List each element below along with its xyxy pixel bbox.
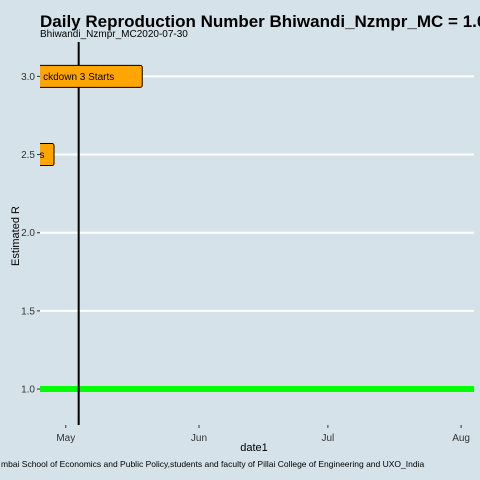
annotations: ckdown 3 Starts s xyxy=(40,64,143,167)
y-axis-ticks: 1.0 1.5 2.0 2.5 3.0 xyxy=(21,72,40,396)
x-tick-label: Aug xyxy=(452,433,470,444)
annotation-label: ckdown 3 Starts xyxy=(40,64,143,88)
annotation-box xyxy=(40,143,55,167)
chart-title: Daily Reproduction Number Bhiwandi_Nzmpr… xyxy=(40,12,480,31)
y-axis-label: Estimated R xyxy=(10,206,22,266)
annotation-text: ckdown 3 Starts xyxy=(43,72,114,83)
annotation-label: s xyxy=(40,143,55,167)
x-tick-label: Jun xyxy=(191,433,207,444)
chart-caption: mbai School of Economics and Public Poli… xyxy=(1,459,424,469)
annotation-labels: ckdown 3 Starts s xyxy=(40,64,143,167)
annotation-box xyxy=(40,64,143,88)
y-tick-label: 3.0 xyxy=(21,72,35,83)
x-tick-label: May xyxy=(56,433,75,444)
y-tick-label: 2.0 xyxy=(21,228,35,239)
x-axis-label: date1 xyxy=(240,442,268,454)
x-axis-ticks: May Jun Jul Aug xyxy=(56,425,470,444)
x-tick-label: Jul xyxy=(322,433,335,444)
annotation-text: s xyxy=(40,150,45,161)
y-tick-label: 1.5 xyxy=(21,306,35,317)
chart-subtitle: Bhiwandi_Nzmpr_MC2020-07-30 xyxy=(40,29,188,40)
y-tick-label: 2.5 xyxy=(21,150,35,161)
y-tick-label: 1.0 xyxy=(21,385,35,396)
